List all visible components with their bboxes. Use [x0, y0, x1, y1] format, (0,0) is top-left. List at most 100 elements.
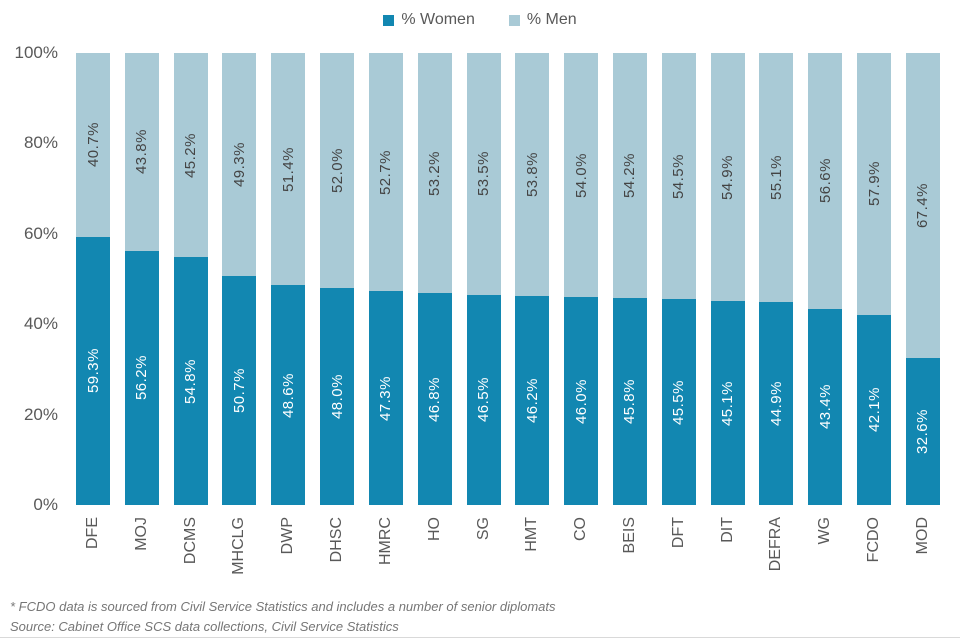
men-value-label: 54.2% — [621, 152, 639, 198]
x-axis-label-ho: HO — [425, 517, 443, 541]
y-tick-0: 0% — [33, 495, 58, 514]
bar-segment-men: 43.8% — [124, 53, 159, 251]
bar-stack: 56.6% 43.4% — [808, 53, 843, 505]
bar-stack: 54.9% 45.1% — [710, 53, 745, 505]
bar-segment-men: 52.7% — [368, 53, 403, 292]
bar-dft: 54.5% 45.5% DFT — [661, 53, 696, 548]
bar-segment-men: 49.3% — [222, 53, 257, 276]
women-value-label: 56.2% — [133, 355, 151, 401]
bar-segment-men: 54.9% — [710, 53, 745, 302]
legend-item-men: % Men — [508, 11, 577, 29]
x-axis-label-mhclg: MHCLG — [230, 517, 248, 575]
bar-stack: 52.0% 48.0% — [320, 53, 355, 505]
bar-stack: 55.1% 44.9% — [759, 53, 794, 505]
women-value-label: 45.5% — [670, 379, 688, 425]
bar-segment-women: 43.4% — [808, 308, 843, 505]
bar-segment-men: 55.1% — [759, 53, 794, 303]
men-value-label: 43.8% — [133, 129, 151, 175]
men-value-label: 54.5% — [670, 153, 688, 199]
men-value-label: 45.2% — [182, 132, 200, 178]
bar-segment-women: 56.2% — [124, 250, 159, 505]
men-value-label: 53.5% — [475, 151, 492, 197]
bar-wg: 56.6% 43.4% WG — [808, 53, 843, 545]
bar-moj: 43.8% 56.2% MOJ — [124, 53, 159, 551]
y-tick-80: 80% — [23, 133, 58, 153]
bar-segment-men: 67.4% — [905, 53, 940, 358]
women-value-label: 46.2% — [523, 378, 541, 424]
bar-segment-men: 53.2% — [417, 53, 452, 294]
bar-dwp: 51.4% 48.6% DWP — [271, 53, 306, 554]
women-value-label: 48.0% — [328, 373, 346, 420]
bar-stack: 67.4% 32.6% — [905, 53, 940, 505]
bar-beis: 54.2% 45.8% BEIS — [612, 53, 647, 553]
women-value-label: 47.3% — [377, 375, 395, 421]
bar-segment-women: 47.3% — [368, 291, 403, 505]
bar-stack: 43.8% 56.2% — [124, 53, 159, 505]
x-axis-label-moj: MOJ — [132, 517, 150, 551]
men-value-label: 54.0% — [572, 152, 590, 198]
bar-fcdo: 57.9% 42.1% FCDO — [857, 53, 891, 562]
bar-stack: 51.4% 48.6% — [271, 53, 306, 505]
women-value-label: 44.9% — [767, 380, 785, 427]
bar-segment-men: 56.6% — [808, 53, 843, 309]
women-value-label: 32.6% — [914, 408, 932, 454]
x-axis-label-co: CO — [572, 517, 590, 541]
women-value-label: 50.7% — [230, 367, 248, 413]
men-value-label: 52.0% — [328, 147, 346, 194]
bar-segment-women: 45.5% — [661, 299, 696, 505]
bar-segment-men: 52.0% — [320, 53, 355, 289]
x-axis-label-hmt: HMT — [523, 517, 541, 552]
plot-area: 40.7% 59.3% DFE 43.8% 56.2% MOJ 45.2% 54.8% DCMS… — [76, 53, 940, 575]
bar-stack: 53.2% 46.8% — [417, 53, 452, 505]
bar-dhsc: 52.0% 48.0% DHSC — [320, 53, 355, 562]
men-value-label: 55.1% — [767, 155, 785, 201]
bar-segment-men: 54.2% — [612, 53, 647, 298]
bar-segment-men: 51.4% — [271, 53, 306, 286]
bar-segment-men: 54.0% — [564, 53, 599, 298]
bar-segment-men: 53.5% — [466, 53, 501, 295]
x-axis-label-dit: DIT — [718, 517, 736, 543]
bar-stack: 53.5% 46.5% — [466, 53, 501, 505]
legend-swatch-men-icon — [508, 14, 520, 26]
women-value-label: 45.1% — [719, 380, 737, 426]
bar-stack: 54.0% 46.0% — [564, 53, 599, 505]
x-axis-label-dfe: DFE — [84, 517, 101, 549]
bar-stack: 54.2% 45.8% — [612, 53, 647, 505]
bar-segment-men: 40.7% — [76, 53, 110, 237]
x-axis-label-dhsc: DHSC — [328, 517, 346, 563]
bar-mod: 67.4% 32.6% MOD — [905, 53, 940, 554]
women-value-label: 46.8% — [426, 376, 444, 422]
bar-hmt: 53.8% 46.2% HMT — [515, 53, 550, 552]
men-value-label: 52.7% — [377, 149, 395, 195]
footnotes: * FCDO data is sourced from Civil Servic… — [10, 597, 556, 637]
men-value-label: 56.6% — [816, 158, 834, 204]
women-value-label: 59.3% — [84, 348, 102, 394]
bar-segment-women: 54.8% — [173, 257, 208, 505]
men-value-label: 51.4% — [279, 146, 297, 192]
x-axis-label-mod: MOD — [913, 517, 931, 555]
women-value-label: 46.0% — [572, 378, 590, 424]
bar-ho: 53.2% 46.8% HO — [417, 53, 452, 541]
bar-segment-men: 57.9% — [857, 53, 891, 315]
bar-stack: 57.9% 42.1% — [857, 53, 891, 505]
men-value-label: 67.4% — [914, 182, 932, 228]
bar-mhclg: 49.3% 50.7% MHCLG — [222, 53, 257, 575]
y-tick-20: 20% — [23, 404, 58, 424]
bar-segment-women: 32.6% — [905, 357, 940, 505]
y-tick-60: 60% — [23, 223, 58, 243]
bar-co: 54.0% 46.0% CO — [564, 53, 599, 541]
bar-sg: 53.5% 46.5% SG — [466, 53, 501, 540]
bar-segment-women: 50.7% — [222, 275, 257, 505]
footnote-source: Source: Cabinet Office SCS data collecti… — [10, 619, 399, 634]
bar-segment-men: 53.8% — [515, 53, 550, 297]
x-axis-label-dft: DFT — [669, 517, 687, 549]
bar-segment-women: 45.1% — [710, 301, 745, 505]
bar-segment-women: 48.6% — [271, 285, 306, 505]
y-tick-40: 40% — [23, 314, 58, 334]
legend-label-men: % Men — [526, 11, 577, 28]
women-value-label: 45.8% — [621, 378, 639, 424]
x-axis-label-beis: BEIS — [620, 517, 638, 554]
men-value-label: 57.9% — [865, 161, 883, 207]
bar-segment-women: 44.9% — [759, 302, 794, 505]
